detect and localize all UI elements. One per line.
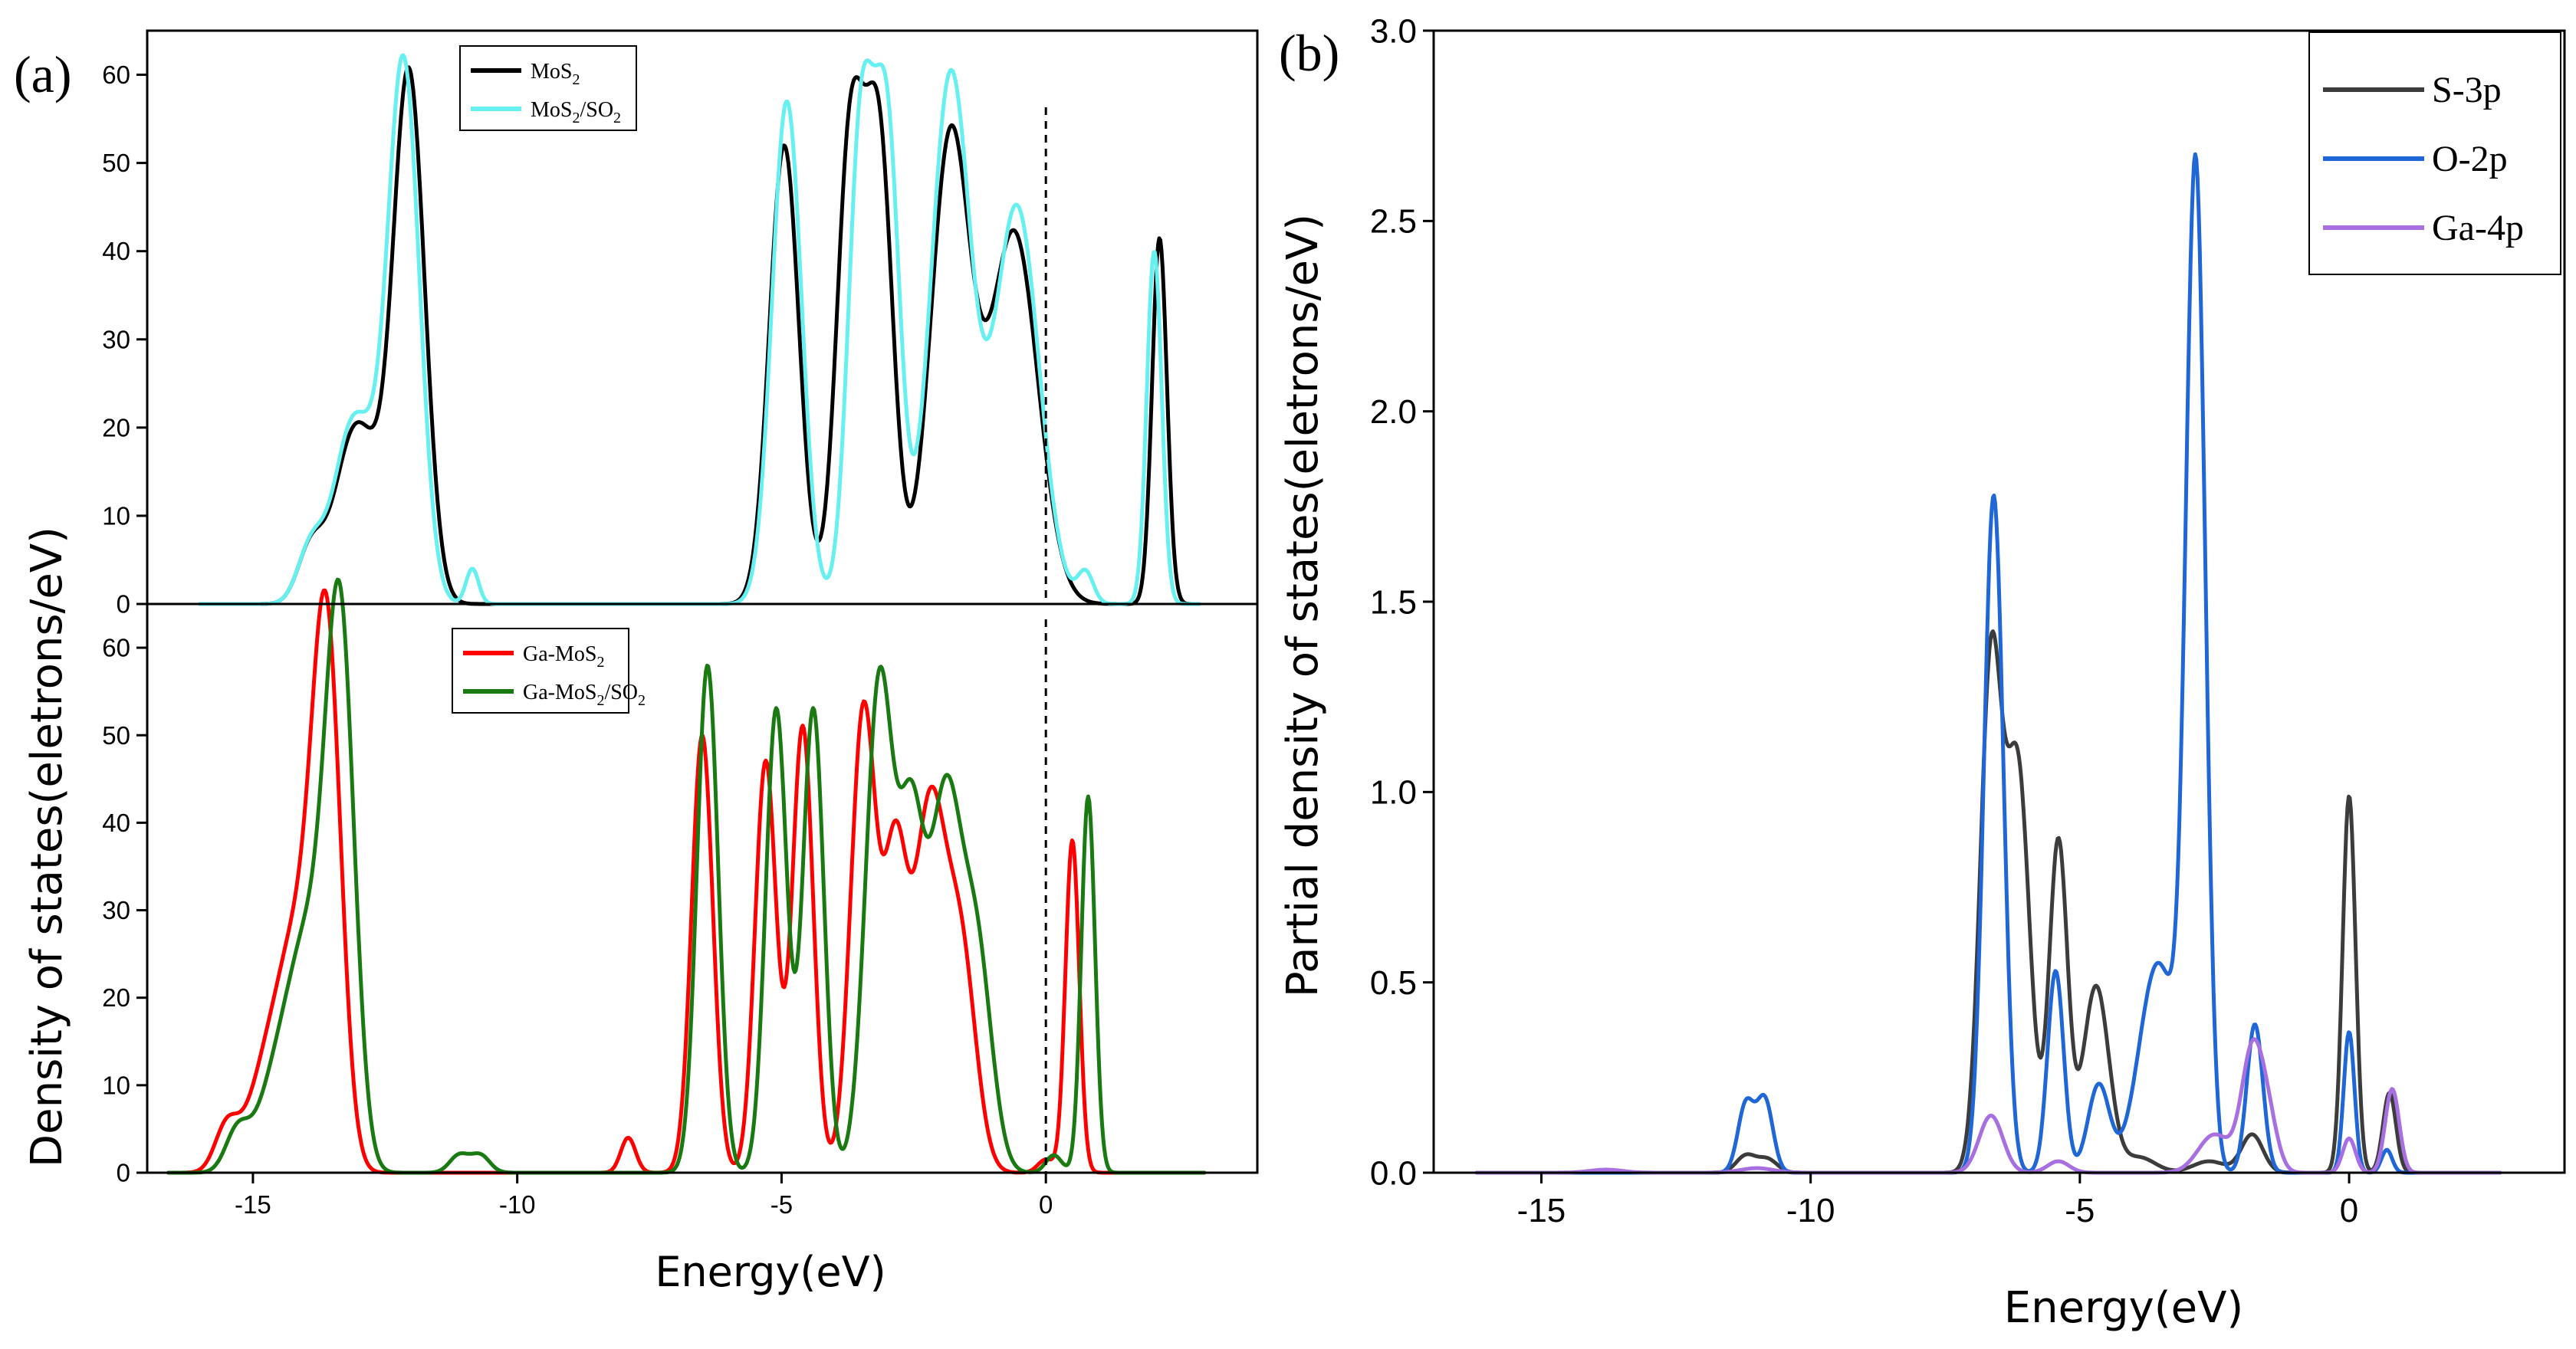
y-tick-label: 2.0 [1370,393,1417,431]
y-tick-label: 0.0 [1370,1154,1417,1192]
x-tick-label: 0 [1039,1190,1053,1219]
y-tick-label: 0 [117,1159,130,1187]
panel-b-xlabel: Energy(eV) [2004,1283,2244,1333]
y-tick-label: 10 [102,501,130,530]
y-tick-label: 20 [102,983,130,1012]
legend-label: Ga-4p [2432,208,2524,248]
legend-label: O-2p [2432,139,2508,179]
x-tick-label: -5 [2065,1192,2095,1229]
y-tick-label: 10 [102,1071,130,1099]
panel-b-label: (b) [1279,24,1339,82]
panel-b-ylabel: Partial density of states(eletrons/eV) [1278,214,1328,997]
series-line-s-3p [1477,632,2500,1173]
y-tick-label: 60 [102,61,130,89]
x-tick-label: -10 [499,1190,536,1219]
panel-a-top-frame [147,31,1257,604]
panel-b-plot: 0.0 0.5 1.0 1.5 2.0 2.5 3.0 -15 -10 -5 0 S-3p O-2p Ga… [1370,12,2564,1229]
y-tick-label: 30 [102,325,130,353]
dos-figure: (a) (b) Density of states(eletrons/eV) E… [0,0,2576,1349]
y-tick-label: 50 [102,721,130,750]
y-tick-label: 40 [102,809,130,837]
y-tick-label: 40 [102,237,130,265]
panel-a-xlabel: Energy(eV) [655,1248,886,1296]
y-tick-label: 60 [102,634,130,662]
x-tick-label: -10 [1786,1192,1835,1229]
panel-a-ylabel: Density of states(eletrons/eV) [22,527,72,1167]
x-tick-label: 0 [2340,1192,2358,1229]
x-tick-label: -15 [1517,1192,1566,1229]
y-tick-label: 3.0 [1370,12,1417,50]
series-line-ga-mos2-so2 [169,579,1204,1173]
y-tick-label: 20 [102,413,130,441]
series-line-mos2-so2 [200,55,1199,604]
y-tick-label: 1.0 [1370,774,1417,812]
y-tick-label: 50 [102,149,130,177]
series-line-o-2p [1477,154,2500,1173]
y-tick-label: 2.5 [1370,203,1417,241]
x-tick-label: -5 [770,1190,793,1219]
panel-a-label: (a) [14,45,71,103]
y-tick-label: 30 [102,896,130,924]
y-tick-label: 1.5 [1370,583,1417,621]
series-line-mos2 [200,67,1199,604]
y-tick-label: 0.5 [1370,964,1417,1002]
y-tick-label: 0 [117,590,130,619]
x-tick-label: -15 [235,1190,271,1219]
legend-label: S-3p [2432,70,2502,110]
